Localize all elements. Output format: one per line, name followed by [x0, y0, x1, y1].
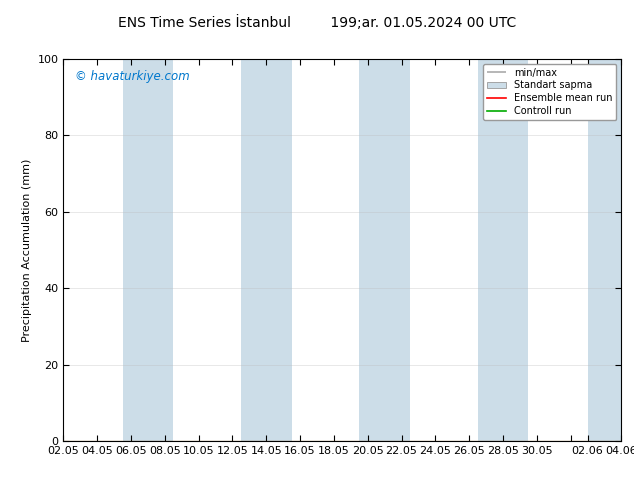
Bar	[122, 59, 173, 441]
Y-axis label: Precipitation Accumulation (mm): Precipitation Accumulation (mm)	[22, 158, 32, 342]
Text: ENS Time Series İstanbul         199;ar. 01.05.2024 00 UTC: ENS Time Series İstanbul 199;ar. 01.05.2…	[118, 15, 516, 30]
Bar	[359, 59, 410, 441]
Bar	[477, 59, 528, 441]
Legend: min/max, Standart sapma, Ensemble mean run, Controll run: min/max, Standart sapma, Ensemble mean r…	[483, 64, 616, 120]
Text: © havaturkiye.com: © havaturkiye.com	[75, 70, 190, 83]
Bar	[241, 59, 292, 441]
Bar	[588, 59, 621, 441]
